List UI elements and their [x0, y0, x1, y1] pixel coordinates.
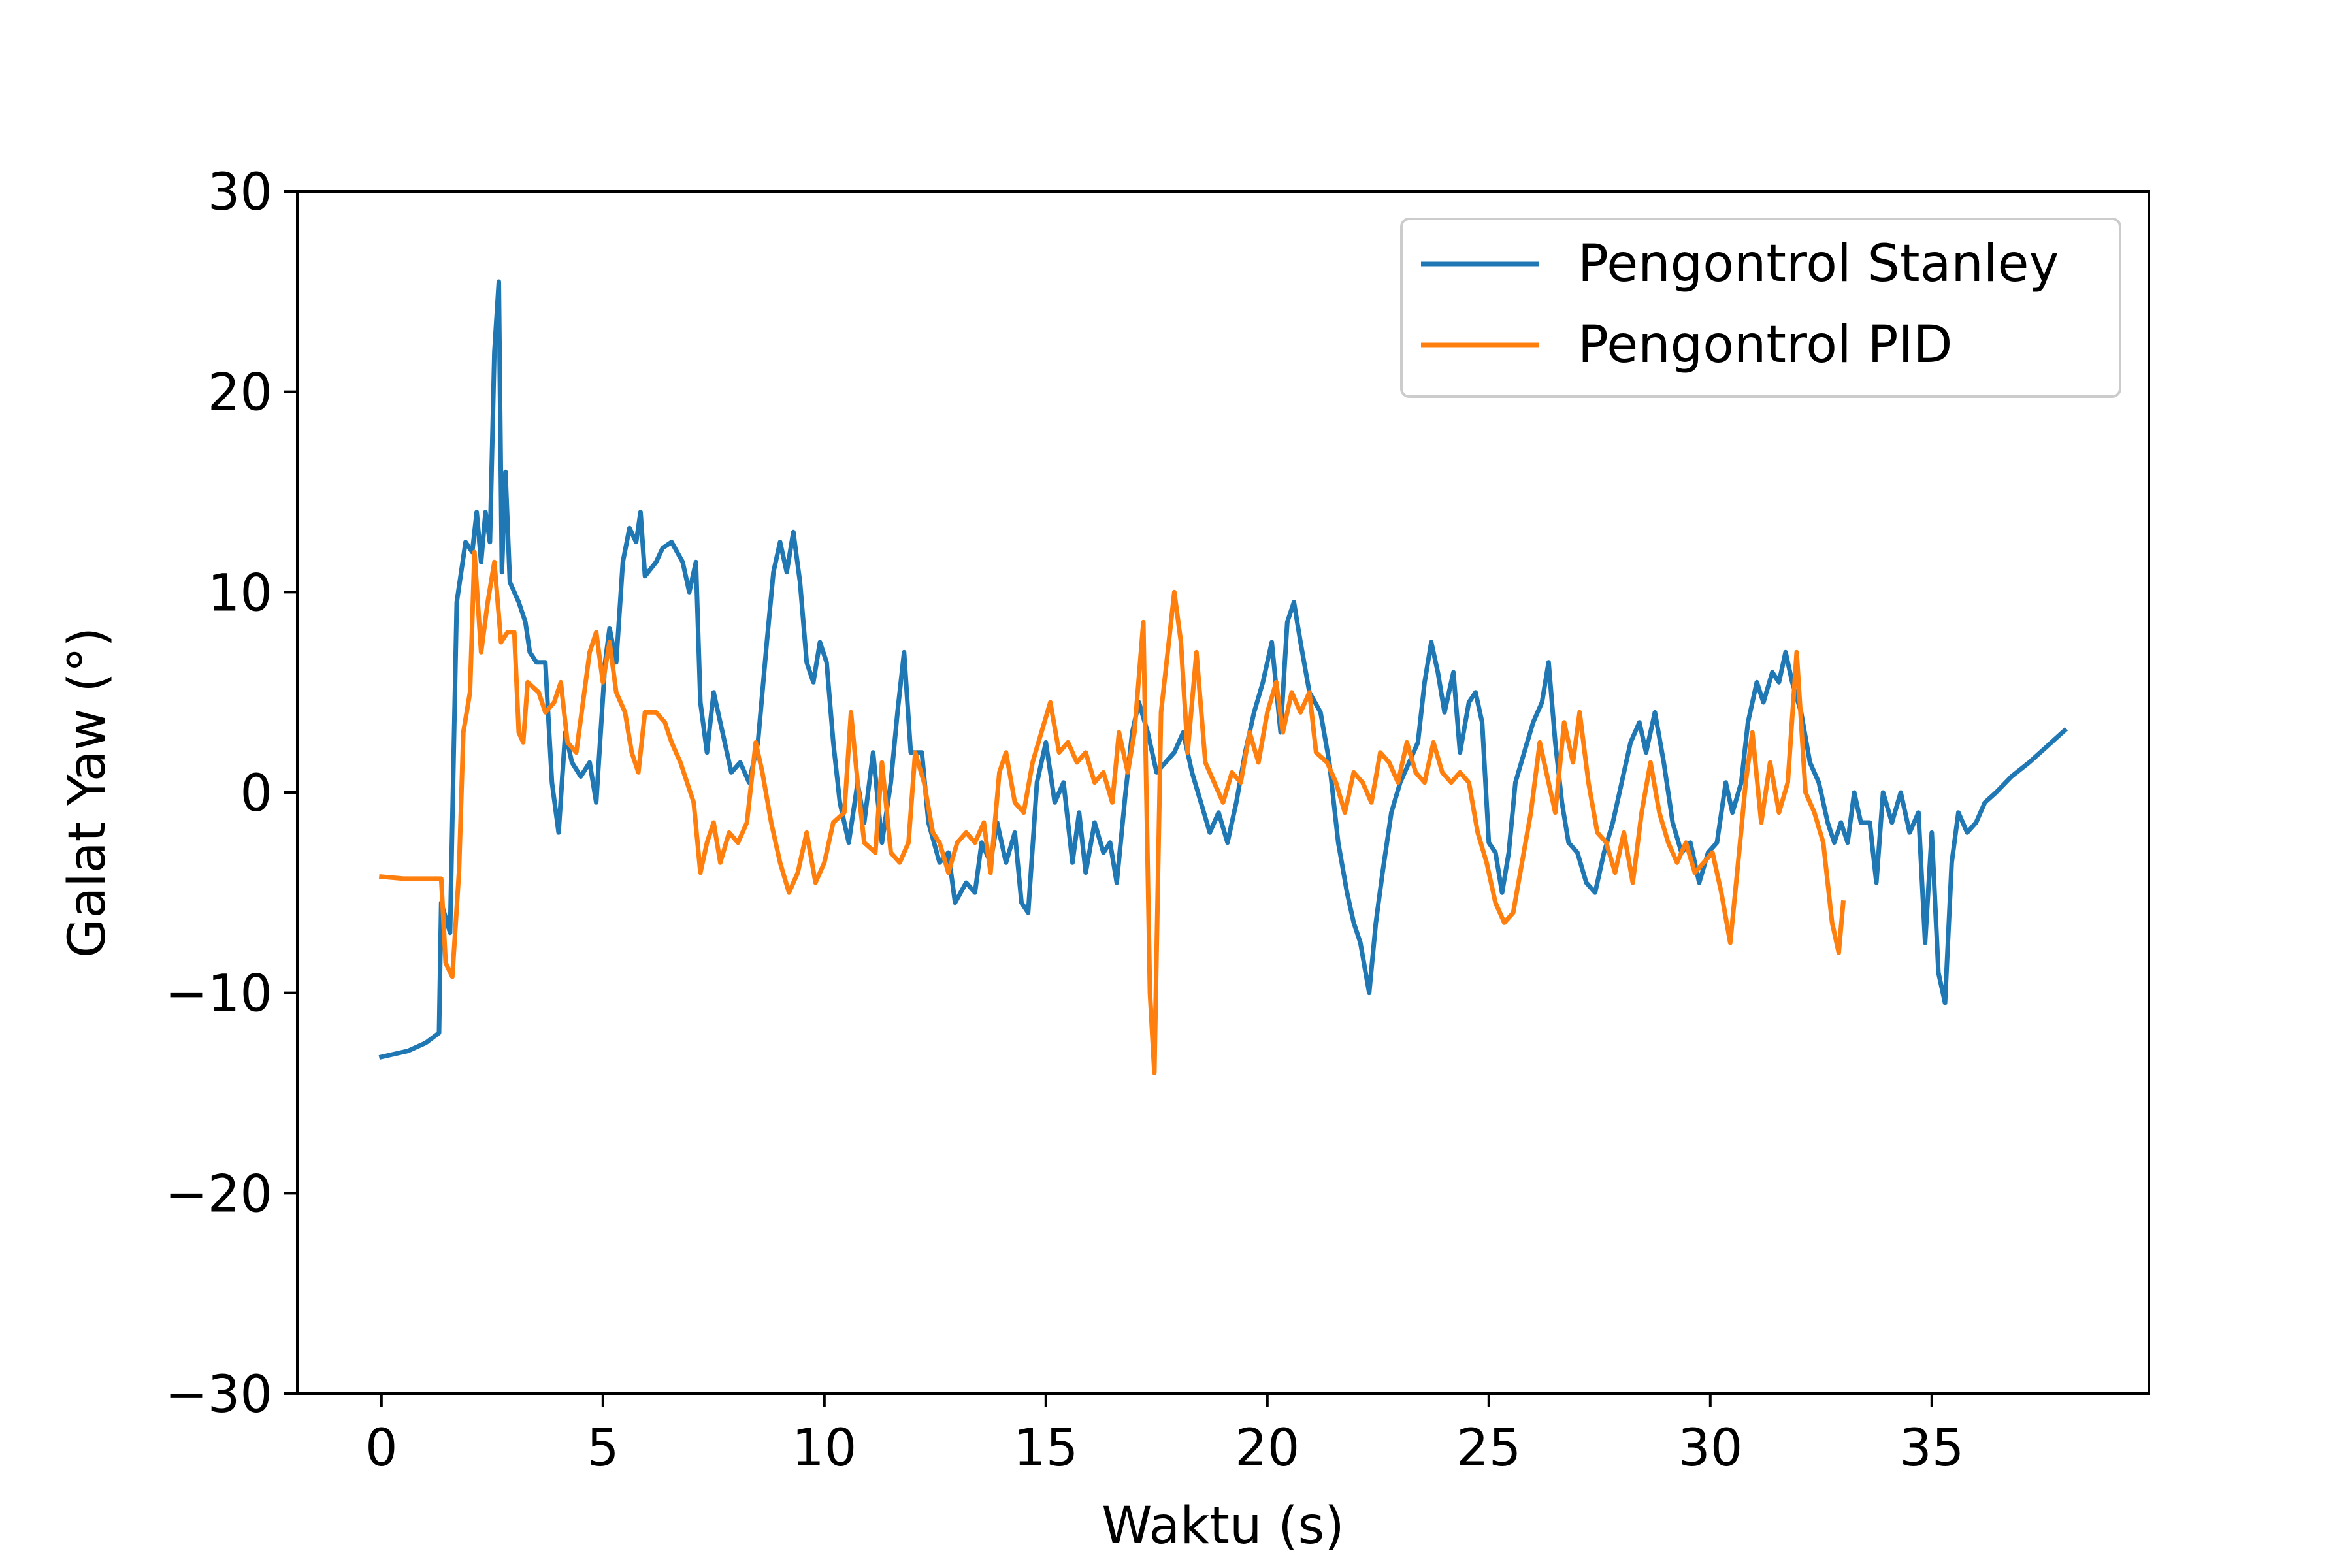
legend-label-pid: Pengontrol PID	[1578, 316, 1953, 374]
series-line-pid	[378, 549, 1846, 1075]
legend-label-stanley: Pengontrol Stanley	[1578, 235, 2059, 293]
series-layer	[378, 279, 2068, 1075]
y-axis-label: Galat Yaw (°)	[58, 627, 117, 958]
x-tick-label: 35	[1899, 1419, 1964, 1478]
y-tick-label: 30	[208, 163, 272, 222]
y-tick-label: −30	[165, 1365, 272, 1424]
x-tick-label: 30	[1678, 1419, 1742, 1478]
y-axis-ticks: −30 −20 −10 0 10 20 30	[165, 163, 297, 1424]
y-tick-label: −20	[165, 1165, 272, 1224]
y-tick-label: 20	[208, 364, 272, 423]
x-axis-label: Waktu (s)	[1102, 1497, 1344, 1556]
legend: Pengontrol Stanley Pengontrol PID	[1400, 218, 2121, 398]
x-tick-label: 15	[1013, 1419, 1078, 1478]
y-tick-label: 10	[208, 564, 272, 623]
x-tick-label: 20	[1235, 1419, 1299, 1478]
y-tick-label: 0	[240, 764, 272, 823]
x-tick-label: 0	[365, 1419, 398, 1478]
x-axis-ticks: 0 5 10 15 20 25 30 35	[365, 1394, 1964, 1478]
x-tick-label: 5	[587, 1419, 619, 1478]
legend-box	[1400, 218, 2121, 398]
y-tick-label: −10	[165, 965, 272, 1024]
x-tick-label: 10	[792, 1419, 857, 1478]
x-tick-label: 25	[1456, 1419, 1521, 1478]
